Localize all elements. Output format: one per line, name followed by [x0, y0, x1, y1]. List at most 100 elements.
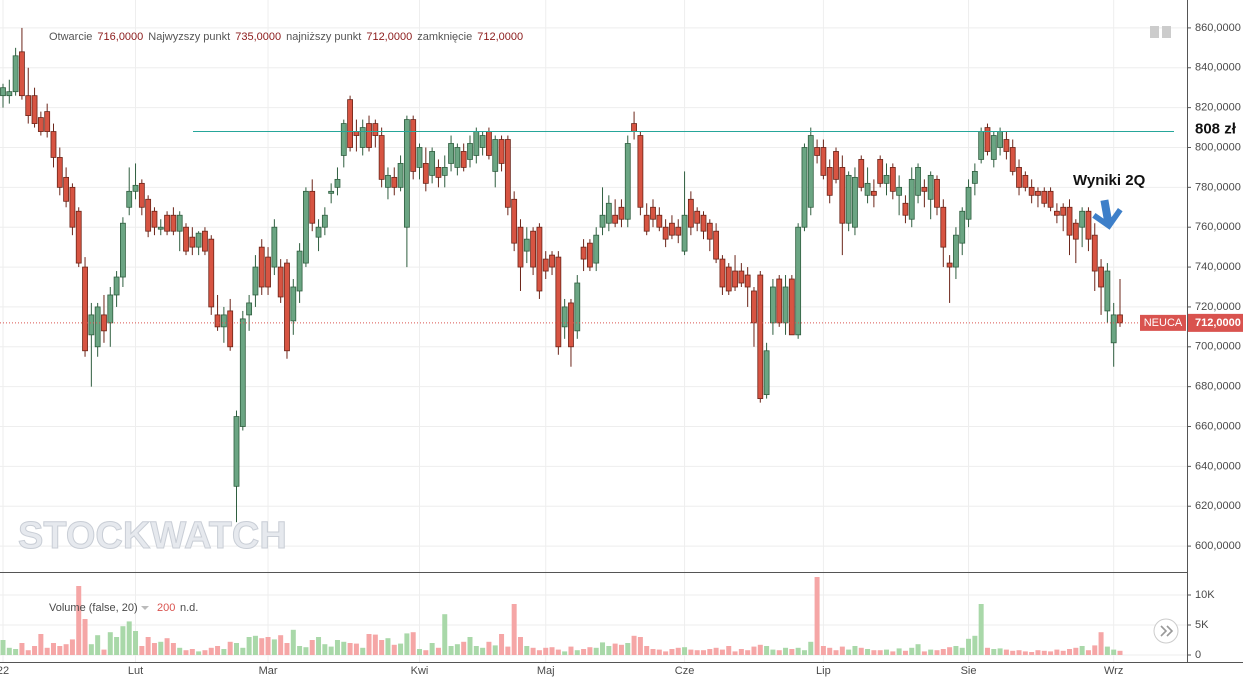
annotation-arrow — [1092, 199, 1123, 230]
volume-bar — [164, 638, 170, 655]
candle-body — [504, 139, 511, 208]
volume-bar — [177, 647, 183, 655]
candle-body — [870, 190, 877, 196]
candle-body — [934, 178, 940, 208]
candle-body — [864, 182, 871, 196]
volume-bar — [650, 648, 656, 655]
candle-body — [82, 266, 88, 352]
volume-bar — [618, 644, 624, 655]
volume-bar — [745, 650, 751, 655]
candle-body — [227, 310, 234, 348]
candle-body — [25, 95, 32, 116]
candle-body — [713, 230, 720, 260]
candle-body — [605, 202, 612, 224]
y-tick-label: 860,0000 — [1195, 22, 1241, 34]
volume-bar — [814, 577, 820, 655]
candle-body — [1041, 190, 1048, 204]
pane-button[interactable] — [1150, 26, 1159, 38]
volume-legend-status: n.d. — [180, 602, 198, 614]
volume-bar — [738, 648, 744, 655]
candle-body — [1110, 314, 1117, 344]
candle-body — [164, 214, 170, 232]
volume-bar — [884, 649, 890, 655]
volume-legend: Volume (false, 20) — [49, 602, 138, 614]
candle-body — [1079, 210, 1086, 228]
pane-button[interactable] — [1162, 26, 1171, 38]
volume-bar — [688, 649, 694, 655]
candle-body — [460, 151, 467, 168]
candle-body — [189, 236, 196, 248]
candle-body — [530, 230, 537, 268]
candle-body — [157, 226, 164, 230]
candle-body — [814, 147, 820, 156]
volume-bar — [783, 647, 789, 655]
volume-bar — [372, 634, 378, 655]
candle-body — [1022, 174, 1029, 188]
volume-bar — [1079, 645, 1085, 655]
candle-body — [258, 246, 265, 288]
candle-body — [448, 143, 454, 164]
candle-body — [1072, 222, 1079, 240]
volume-bar — [25, 650, 31, 655]
volume-bar — [1048, 651, 1054, 655]
candle-body — [296, 250, 303, 292]
volume-bar — [240, 647, 246, 655]
candle-body — [151, 210, 158, 228]
volume-bar — [265, 636, 271, 655]
volume-bar — [1035, 650, 1041, 655]
volume-bar — [757, 644, 763, 655]
volume-bar — [656, 649, 662, 655]
candle-body — [1117, 314, 1123, 324]
volume-bar — [543, 647, 549, 655]
candle-body — [252, 266, 259, 296]
candle-body — [498, 139, 505, 164]
candle-body — [1098, 266, 1104, 288]
candle-body — [113, 276, 120, 296]
candle-body — [612, 214, 619, 224]
volume-bar — [429, 642, 435, 655]
candle-body — [757, 274, 764, 400]
price-tag-name-bg — [1140, 314, 1186, 331]
volume-bar — [467, 636, 473, 655]
volume-bar — [473, 645, 479, 655]
volume-bar — [183, 650, 189, 655]
volume-bar — [398, 643, 404, 655]
y-tick-label: 620,0000 — [1195, 500, 1241, 512]
volume-bar — [505, 646, 511, 655]
volume-bar — [839, 646, 845, 655]
candle-body — [441, 167, 448, 176]
candle-body — [220, 314, 227, 328]
volume-bar — [1073, 647, 1079, 655]
volume-bar — [1098, 632, 1104, 655]
candle-body — [63, 176, 70, 202]
volume-bar — [328, 646, 334, 655]
volume-bar — [953, 645, 959, 655]
volume-bar — [593, 647, 599, 655]
candle-body — [44, 111, 51, 132]
y-tick-label: 740,0000 — [1195, 261, 1241, 273]
volume-bar — [196, 651, 202, 655]
candle-body — [839, 167, 846, 224]
volume-bar — [454, 644, 460, 655]
candle-body — [990, 135, 997, 160]
candle-body — [971, 171, 978, 184]
candle-body — [31, 95, 38, 124]
candle-body — [473, 131, 480, 156]
candle-body — [1060, 206, 1067, 216]
candle-body — [239, 318, 246, 427]
volume-bar — [694, 650, 700, 655]
candle-body — [826, 167, 833, 196]
candle-body — [801, 147, 808, 228]
candle-body — [1091, 234, 1098, 272]
volume-bar — [126, 621, 132, 655]
candle-body — [454, 147, 461, 168]
price-tag-name: NEUCA — [1144, 317, 1183, 329]
volume-bar — [707, 648, 713, 655]
x-tick-label: Wrz — [1104, 665, 1123, 677]
volume-bar — [461, 641, 467, 655]
legend-dropdown[interactable] — [141, 606, 149, 610]
candle-body — [56, 157, 63, 188]
volume-bar — [612, 643, 618, 655]
candle-body — [309, 190, 316, 224]
